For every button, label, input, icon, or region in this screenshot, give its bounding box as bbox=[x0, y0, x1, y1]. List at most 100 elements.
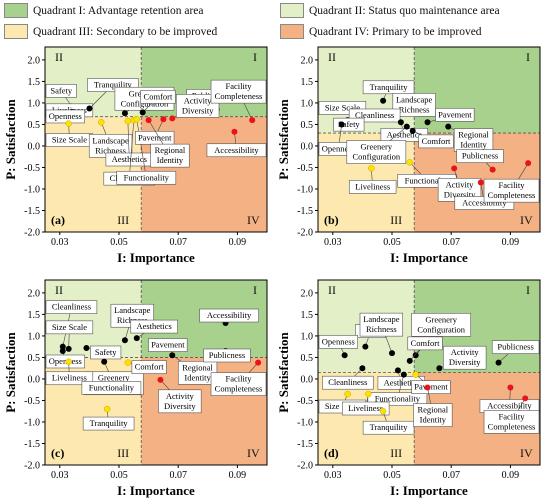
quadrant-label-4: IV bbox=[520, 213, 533, 227]
label-box-publicness bbox=[203, 348, 251, 363]
y-tick-label: -1.5 bbox=[24, 206, 40, 217]
y-axis-label: P: Satisfaction bbox=[276, 98, 291, 179]
point-label-aesthetics: Aesthetics bbox=[136, 321, 171, 331]
y-tick-label: -1.0 bbox=[297, 184, 313, 195]
label-box-comfort bbox=[407, 336, 443, 351]
point-label-tranquility: Tranquility bbox=[94, 80, 133, 90]
point-label-aesthetics: Aesthetics bbox=[387, 129, 422, 139]
label-box-aesthetics bbox=[130, 319, 178, 334]
point-comfort bbox=[409, 127, 416, 134]
legend-label-quadrant-2: Quadrant II: Status quo maintenance area bbox=[309, 4, 500, 17]
point-liveliness bbox=[368, 165, 375, 172]
x-axis-label: I: Importance bbox=[117, 483, 195, 498]
point-label-size-scale: Size Scale bbox=[52, 322, 87, 332]
point-aesthetics bbox=[397, 119, 404, 126]
label-box-publicness bbox=[456, 149, 504, 163]
x-tick-label: 0.09 bbox=[502, 470, 520, 481]
label-box-accessibility bbox=[199, 308, 259, 323]
label-box-activity-diversity bbox=[175, 94, 220, 118]
y-axis-label: P: Satisfaction bbox=[3, 331, 18, 412]
y-tick-label: -1.5 bbox=[297, 439, 313, 450]
point-regional-identity bbox=[145, 117, 152, 124]
point-label-accessibility: Accessibility bbox=[214, 145, 259, 155]
panel-label: (b) bbox=[324, 213, 339, 227]
y-tick-label: 1.0 bbox=[28, 98, 41, 109]
point-accessibility bbox=[477, 179, 484, 186]
y-tick-label: 1.0 bbox=[301, 331, 314, 342]
x-tick-label: 0.09 bbox=[229, 237, 247, 248]
label-box-safety bbox=[90, 345, 122, 360]
point-tranquility bbox=[379, 407, 387, 415]
label-box-greenery-configuration bbox=[411, 312, 472, 337]
point-activity-diversity bbox=[157, 376, 164, 383]
x-tick-label: 0.03 bbox=[324, 237, 342, 248]
point-label-facility-completeness: Facility Completeness bbox=[215, 81, 263, 101]
point-comfort bbox=[406, 357, 413, 364]
point-label-facility-completeness: Facility Completeness bbox=[488, 411, 536, 431]
quadrant-label-2: II bbox=[328, 50, 336, 64]
point-label-aesthetics: Aesthetics bbox=[384, 377, 419, 387]
quadrant-label-1: I bbox=[253, 50, 257, 64]
point-label-pavement: Pavement bbox=[414, 382, 448, 392]
y-tick-label: 1.0 bbox=[28, 331, 41, 342]
label-box-comfort bbox=[131, 360, 167, 374]
y-tick-label: 1.5 bbox=[301, 310, 314, 321]
y-tick-label: 0.5 bbox=[301, 120, 314, 131]
point-regional-identity bbox=[169, 352, 176, 359]
label-box-openness bbox=[318, 334, 358, 349]
point-activity-diversity bbox=[436, 365, 443, 372]
y-tick-label: -1.0 bbox=[297, 417, 313, 428]
point-facility-completeness bbox=[522, 395, 529, 402]
quadrant-label-1: I bbox=[526, 50, 530, 64]
label-box-regional-identity bbox=[150, 143, 190, 168]
point-facility-completeness bbox=[249, 117, 256, 124]
x-tick-label: 0.07 bbox=[169, 237, 187, 248]
y-tick-label: 1.5 bbox=[28, 310, 41, 321]
x-tick-label: 0.09 bbox=[229, 470, 247, 481]
panel-label: (c) bbox=[51, 446, 64, 460]
label-box-size-scale bbox=[45, 320, 94, 335]
y-tick-label: 0.0 bbox=[301, 374, 314, 385]
label-box-liveliness bbox=[45, 371, 94, 386]
point-activity-diversity bbox=[451, 165, 458, 172]
y-tick-label: -0.5 bbox=[297, 396, 313, 407]
quadrant-label-4: IV bbox=[520, 446, 533, 460]
y-tick-label: -1.0 bbox=[24, 184, 40, 195]
point-publicness bbox=[489, 166, 496, 173]
quadrant-label-1: I bbox=[526, 283, 530, 297]
label-box-accessibility bbox=[206, 143, 267, 158]
label-box-liveliness bbox=[348, 180, 397, 194]
point-size-scale bbox=[65, 120, 72, 127]
point-greenery-configuration bbox=[101, 358, 108, 365]
legend-item-quadrant-1: Quadrant I: Advantage retention area bbox=[4, 2, 204, 19]
y-tick-label: -2.0 bbox=[297, 461, 313, 472]
label-leader-functionality bbox=[136, 119, 147, 178]
point-openness bbox=[341, 352, 348, 359]
y-tick-label: 0.5 bbox=[28, 353, 41, 364]
label-box-publicness bbox=[491, 340, 540, 354]
label-box-facility-completeness bbox=[210, 372, 267, 396]
y-tick-label: 2.0 bbox=[301, 288, 314, 299]
point-liveliness bbox=[365, 390, 372, 398]
label-box-facility-completeness bbox=[483, 410, 540, 434]
x-axis-label: I: Importance bbox=[390, 250, 468, 265]
point-label-functionality: Functionality bbox=[405, 175, 451, 185]
point-label-openness: Openness bbox=[49, 356, 82, 366]
legend: Quadrant I: Advantage retention area Qua… bbox=[0, 0, 550, 44]
point-size-scale bbox=[65, 345, 72, 352]
point-aesthetics bbox=[124, 117, 132, 125]
point-label-functionality: Functionality bbox=[375, 394, 421, 404]
y-tick-label: 2.0 bbox=[28, 55, 41, 66]
legend-swatch-quadrant-3 bbox=[4, 24, 28, 39]
y-tick-label: 2.0 bbox=[301, 55, 314, 66]
point-label-tranquility: Tranquility bbox=[90, 418, 129, 428]
legend-label-quadrant-3: Quadrant III: Secondary to be improved bbox=[33, 25, 218, 38]
label-box-functionality bbox=[116, 170, 177, 185]
y-tick-label: -1.5 bbox=[24, 439, 40, 450]
y-tick-label: -0.5 bbox=[297, 163, 313, 174]
point-label-openness: Openness bbox=[49, 111, 82, 121]
label-box-comfort bbox=[418, 134, 454, 149]
